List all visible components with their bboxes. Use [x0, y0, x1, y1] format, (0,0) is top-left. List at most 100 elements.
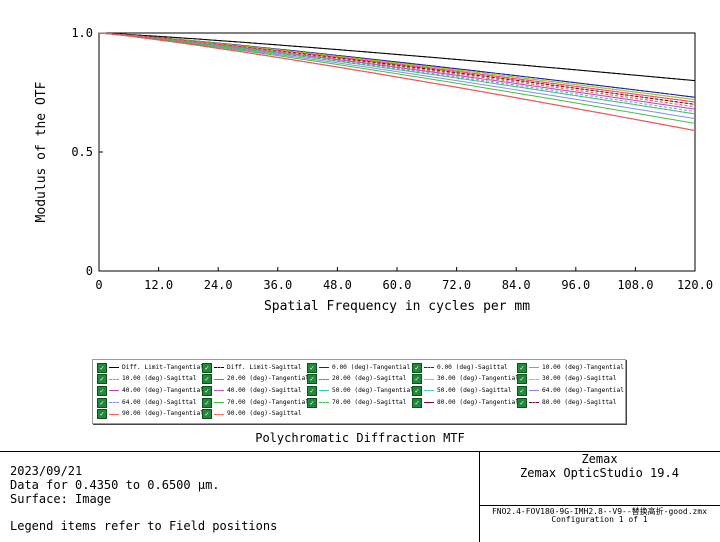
company-name: Zemax: [581, 452, 618, 466]
legend-label: 0.00 (deg)-Tangential: [332, 363, 411, 371]
x-tick-label: 36.0: [263, 278, 292, 292]
y-tick-label: 0.5: [71, 145, 93, 159]
legend-swatch: [529, 390, 539, 392]
mtf-curve-19: [98, 32, 696, 105]
y-tick-label: 1.0: [71, 26, 93, 40]
legend-swatch: [214, 390, 224, 392]
x-tick-label: 72.0: [442, 278, 471, 292]
checkbox-icon[interactable]: ✓: [202, 374, 212, 385]
checkbox-icon[interactable]: ✓: [412, 374, 422, 385]
y-axis-label: Modulus of the OTF: [34, 81, 49, 222]
checkbox-icon[interactable]: ✓: [307, 385, 317, 396]
checkbox-icon[interactable]: ✓: [97, 409, 107, 420]
checkbox-icon[interactable]: ✓: [307, 397, 317, 408]
legend-item[interactable]: ✓ 50.00 (deg)-Tangential: [307, 385, 414, 397]
x-tick-label: 108.0: [617, 278, 653, 292]
legend-label: 50.00 (deg)-Tangential: [332, 386, 414, 394]
legend-item[interactable]: ✓ 40.00 (deg)-Tangential: [97, 385, 204, 397]
legend-swatch: [214, 413, 224, 415]
legend-item[interactable]: ✓ 20.00 (deg)-Sagittal: [307, 374, 412, 386]
legend-swatch: [109, 378, 119, 380]
x-tick-label: 60.0: [383, 278, 412, 292]
legend-label: 0.00 (deg)-Sagittal: [437, 363, 508, 371]
x-tick-label: 84.0: [502, 278, 531, 292]
legend-swatch: [214, 367, 224, 369]
mtf-chart: 0 12.0 24.0 36.0 48.0 60.0 72.0 84.0 96.0 108.0 12…: [34, 26, 713, 314]
checkbox-icon[interactable]: ✓: [517, 385, 527, 396]
legend-note: Legend items refer to Field positions: [10, 519, 278, 533]
footer-vertical-divider: [479, 451, 480, 542]
x-tick-label: 12.0: [144, 278, 173, 292]
checkbox-icon[interactable]: ✓: [202, 385, 212, 396]
legend-label: 64.00 (deg)-Sagittal: [122, 398, 197, 406]
legend-item[interactable]: ✓ 50.00 (deg)-Sagittal: [412, 385, 517, 397]
checkbox-icon[interactable]: ✓: [97, 397, 107, 408]
legend-swatch: [424, 367, 434, 369]
chart-title: Polychromatic Diffraction MTF: [255, 431, 465, 445]
product-name: Zemax OpticStudio 19.4: [520, 466, 679, 480]
legend-item[interactable]: ✓ 80.00 (deg)-Tangential: [412, 397, 519, 409]
checkbox-icon[interactable]: ✓: [97, 362, 107, 373]
mtf-curve-15: [98, 32, 696, 113]
legend-label: 20.00 (deg)-Tangential: [227, 375, 309, 383]
legend-label: 10.00 (deg)-Sagittal: [122, 375, 197, 383]
checkbox-icon[interactable]: ✓: [412, 362, 422, 373]
mtf-curve-17: [98, 32, 696, 115]
legend-item[interactable]: ✓ 40.00 (deg)-Sagittal: [202, 385, 307, 397]
checkbox-icon[interactable]: ✓: [202, 409, 212, 420]
x-tick-label: 48.0: [323, 278, 352, 292]
legend-label: 80.00 (deg)-Sagittal: [542, 398, 617, 406]
legend-label: 40.00 (deg)-Tangential: [122, 386, 204, 394]
legend-item[interactable]: ✓ 70.00 (deg)-Tangential: [202, 397, 309, 409]
legend-item[interactable]: ✓ 64.00 (deg)-Tangential: [517, 385, 624, 397]
legend-swatch: [529, 378, 539, 380]
legend-swatch: [214, 378, 224, 380]
legend-item[interactable]: ✓ 64.00 (deg)-Sagittal: [97, 397, 202, 409]
legend-swatch: [424, 378, 434, 380]
file-name: FNO2.4-FOV180-9G-IMH2.8--V9--替换高折-good.z…: [491, 507, 708, 516]
checkbox-icon[interactable]: ✓: [307, 374, 317, 385]
x-axis-label: Spatial Frequency in cycles per mm: [264, 299, 530, 314]
checkbox-icon[interactable]: ✓: [202, 362, 212, 373]
legend-label: 90.00 (deg)-Sagittal: [227, 410, 302, 418]
legend-swatch: [109, 413, 119, 415]
footer-divider: [0, 451, 720, 452]
y-tick-label: 0: [86, 264, 93, 278]
checkbox-icon[interactable]: ✓: [412, 397, 422, 408]
legend-item[interactable]: ✓ 90.00 (deg)-Tangential: [97, 408, 204, 420]
legend-item[interactable]: ✓ 30.00 (deg)-Tangential: [412, 374, 519, 386]
footer-right-divider: [479, 505, 720, 506]
mtf-curve-21: [98, 32, 696, 108]
mtf-curve-0: [98, 32, 696, 82]
legend-item[interactable]: ✓ 80.00 (deg)-Sagittal: [517, 397, 622, 409]
legend-label: 80.00 (deg)-Tangential: [437, 398, 519, 406]
legend-item[interactable]: ✓ 0.00 (deg)-Tangential: [307, 362, 412, 374]
checkbox-icon[interactable]: ✓: [517, 374, 527, 385]
legend-item[interactable]: ✓ 70.00 (deg)-Sagittal: [307, 397, 412, 409]
checkbox-icon[interactable]: ✓: [97, 374, 107, 385]
checkbox-icon[interactable]: ✓: [517, 362, 527, 373]
legend-item[interactable]: ✓ 10.00 (deg)-Sagittal: [97, 374, 202, 386]
checkbox-icon[interactable]: ✓: [412, 385, 422, 396]
legend-item[interactable]: ✓ 0.00 (deg)-Sagittal: [412, 362, 517, 374]
legend-label: Diff. Limit-Tangential: [122, 363, 204, 371]
legend-label: 30.00 (deg)-Tangential: [437, 375, 519, 383]
legend-swatch: [529, 402, 539, 404]
legend-item[interactable]: ✓ 30.00 (deg)-Sagittal: [517, 374, 622, 386]
x-tick-label: 24.0: [204, 278, 233, 292]
legend-item[interactable]: ✓ 90.00 (deg)-Sagittal: [202, 408, 307, 420]
mtf-curve-10: [98, 32, 696, 110]
legend-item[interactable]: ✓ 20.00 (deg)-Tangential: [202, 374, 309, 386]
legend-swatch: [109, 402, 119, 404]
legend-swatch: [529, 367, 539, 369]
checkbox-icon[interactable]: ✓: [517, 397, 527, 408]
legend-item[interactable]: ✓ 10.00 (deg)-Tangential: [517, 362, 624, 374]
surface-label: Surface: Image: [10, 492, 112, 506]
checkbox-icon[interactable]: ✓: [97, 385, 107, 396]
checkbox-icon[interactable]: ✓: [307, 362, 317, 373]
legend-swatch: [109, 390, 119, 392]
legend-label: 10.00 (deg)-Tangential: [542, 363, 624, 371]
legend-item[interactable]: ✓ Diff. Limit-Sagittal: [202, 362, 307, 374]
checkbox-icon[interactable]: ✓: [202, 397, 212, 408]
legend-item[interactable]: ✓ Diff. Limit-Tangential: [97, 362, 204, 374]
